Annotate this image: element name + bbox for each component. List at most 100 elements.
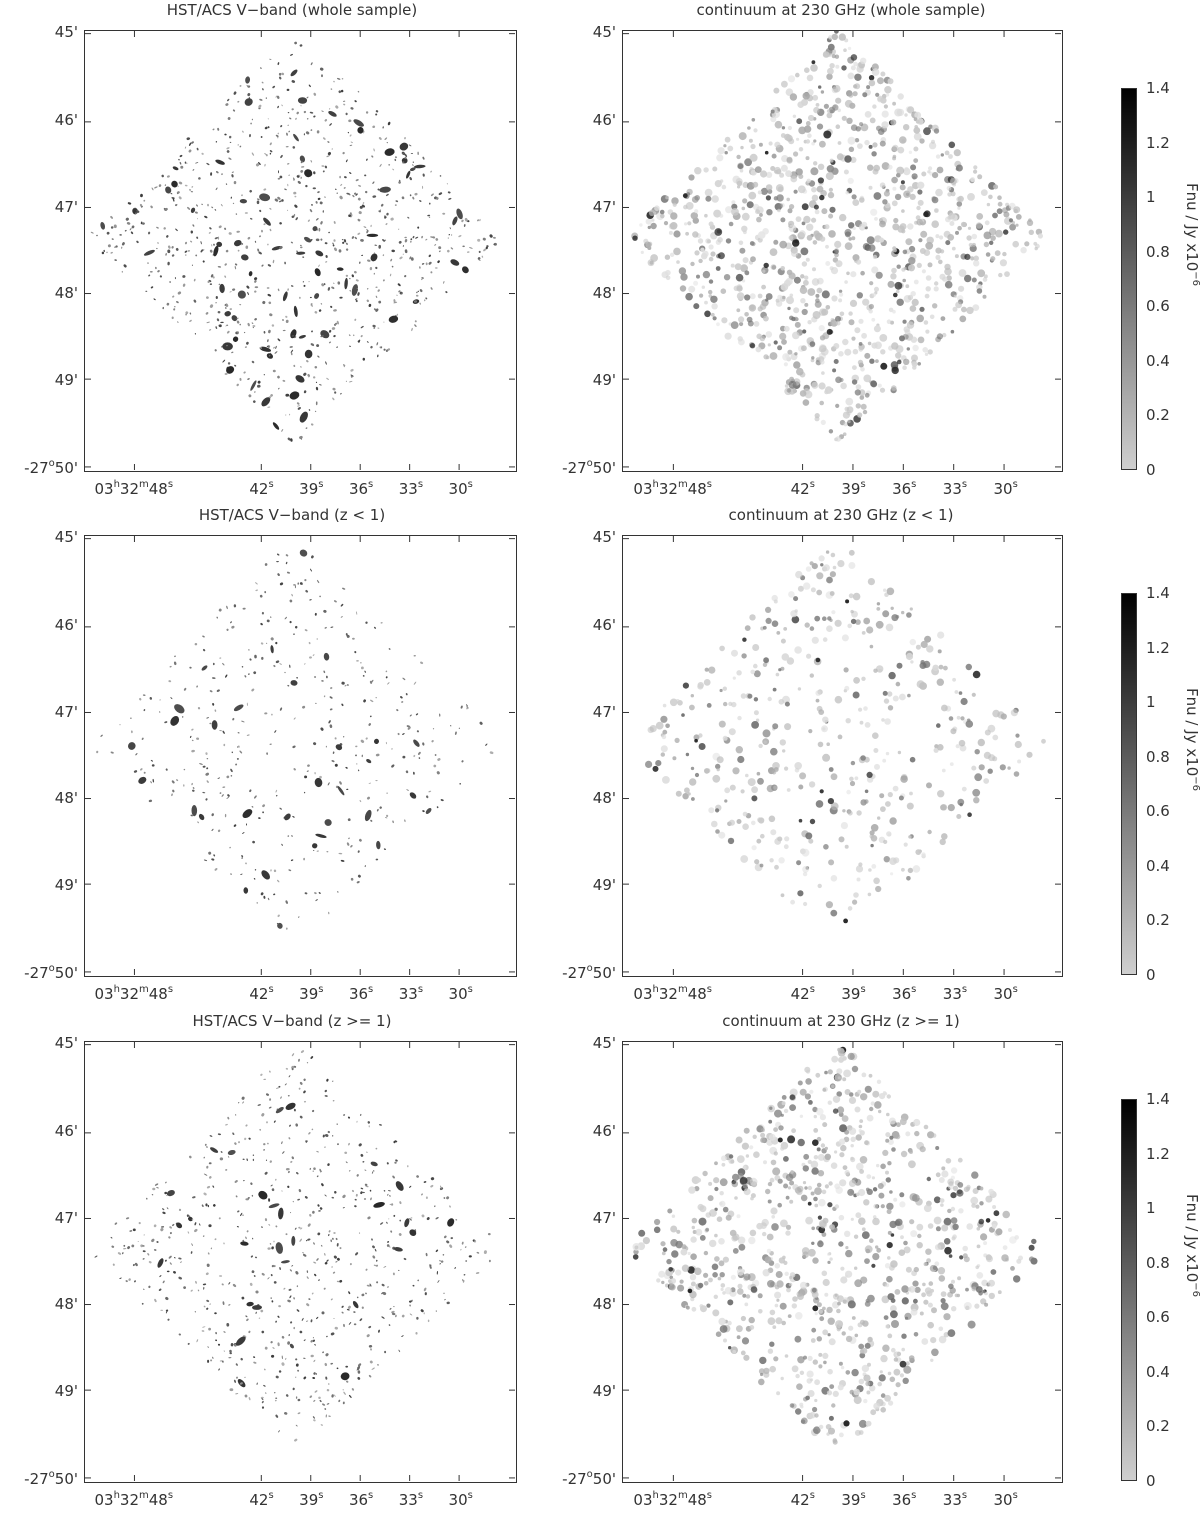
galaxy-source (794, 767, 800, 773)
galaxy-source (398, 228, 400, 230)
galaxy-source (887, 280, 895, 288)
galaxy-source (778, 1125, 784, 1131)
galaxy-source (368, 1344, 373, 1348)
galaxy-source (135, 212, 137, 214)
galaxy-source (864, 1301, 871, 1307)
galaxy-source (921, 269, 926, 274)
galaxy-source (201, 1330, 205, 1332)
galaxy-source (650, 254, 658, 262)
galaxy-source (205, 752, 208, 755)
galaxy-source (890, 1260, 898, 1268)
galaxy-source (936, 333, 943, 340)
galaxy-source (916, 262, 922, 268)
galaxy-source (922, 1282, 926, 1287)
galaxy-source (690, 261, 695, 267)
galaxy-source (917, 199, 924, 206)
galaxy-source (340, 859, 345, 862)
galaxy-source (839, 311, 845, 317)
galaxy-source (655, 760, 662, 767)
galaxy-source (375, 110, 379, 113)
galaxy-source (196, 204, 198, 207)
galaxy-source (697, 682, 704, 689)
ra-seconds: 39 (299, 480, 319, 498)
galaxy-source (401, 701, 404, 703)
galaxy-source (303, 133, 306, 136)
galaxy-source (326, 155, 330, 158)
galaxy-source (864, 789, 869, 794)
galaxy-source (345, 1161, 348, 1164)
galaxy-source (353, 192, 357, 195)
galaxy-source (805, 156, 810, 161)
galaxy-source (394, 158, 397, 162)
galaxy-source (824, 1292, 829, 1297)
galaxy-source (834, 1073, 843, 1082)
galaxy-source (391, 249, 395, 253)
galaxy-source (160, 1227, 164, 1232)
galaxy-source (409, 714, 412, 717)
galaxy-source (700, 247, 705, 252)
galaxy-source (780, 217, 786, 223)
galaxy-source (1007, 766, 1011, 770)
dec-tick-label: 46' (8, 1122, 78, 1140)
galaxy-source (640, 250, 644, 254)
galaxy-source (255, 163, 260, 167)
ra-minutes-unit: m (139, 1490, 149, 1501)
galaxy-source (345, 380, 347, 382)
galaxy-source (425, 262, 428, 266)
galaxy-source (152, 778, 155, 783)
galaxy-source (409, 194, 412, 197)
galaxy-source (787, 75, 796, 83)
galaxy-source (815, 690, 821, 696)
galaxy-source (255, 589, 259, 592)
galaxy-source (864, 722, 871, 728)
galaxy-source (781, 155, 789, 163)
galaxy-source (816, 1182, 822, 1188)
colorbar-tick-label: 1.2 (1146, 638, 1170, 657)
galaxy-source (261, 1406, 265, 1409)
galaxy-source (360, 238, 364, 242)
galaxy-source (435, 1310, 437, 1312)
galaxy-source (265, 1121, 269, 1124)
galaxy-source (192, 1196, 196, 1199)
galaxy-source (446, 1196, 450, 1200)
galaxy-source (960, 221, 967, 228)
galaxy-source (461, 760, 464, 763)
galaxy-source (740, 1315, 746, 1322)
galaxy-source (828, 213, 834, 219)
galaxy-source (895, 289, 900, 294)
galaxy-source (297, 1198, 301, 1201)
galaxy-source (690, 212, 698, 220)
galaxy-source (774, 1109, 782, 1118)
galaxy-source (736, 1214, 741, 1219)
galaxy-source (287, 124, 289, 126)
galaxy-source (334, 322, 338, 325)
galaxy-source (231, 171, 235, 173)
galaxy-source (161, 174, 164, 178)
galaxy-source (204, 215, 208, 219)
galaxy-source (850, 760, 856, 766)
galaxy-source (925, 275, 932, 281)
galaxy-source (917, 1233, 922, 1239)
galaxy-source (802, 1165, 809, 1172)
galaxy-source (771, 1223, 779, 1231)
galaxy-source (844, 155, 852, 163)
galaxy-source (950, 1206, 956, 1212)
ra-seconds-unit: s (318, 1490, 324, 1501)
galaxy-source (260, 136, 263, 138)
galaxy-source (728, 1158, 734, 1164)
galaxy-source (336, 1123, 338, 1125)
galaxy-source (827, 798, 834, 805)
galaxy-source (141, 222, 145, 225)
galaxy-source (913, 1118, 921, 1127)
galaxy-source (418, 757, 421, 759)
galaxy-source (165, 1311, 168, 1314)
galaxy-source (844, 1170, 850, 1176)
galaxy-source (702, 270, 711, 279)
galaxy-source (795, 72, 800, 78)
galaxy-source (804, 622, 810, 628)
galaxy-source (865, 1381, 871, 1387)
galaxy-source (191, 186, 194, 188)
galaxy-source (305, 590, 309, 593)
galaxy-source (933, 1216, 942, 1225)
galaxy-source (448, 234, 451, 236)
